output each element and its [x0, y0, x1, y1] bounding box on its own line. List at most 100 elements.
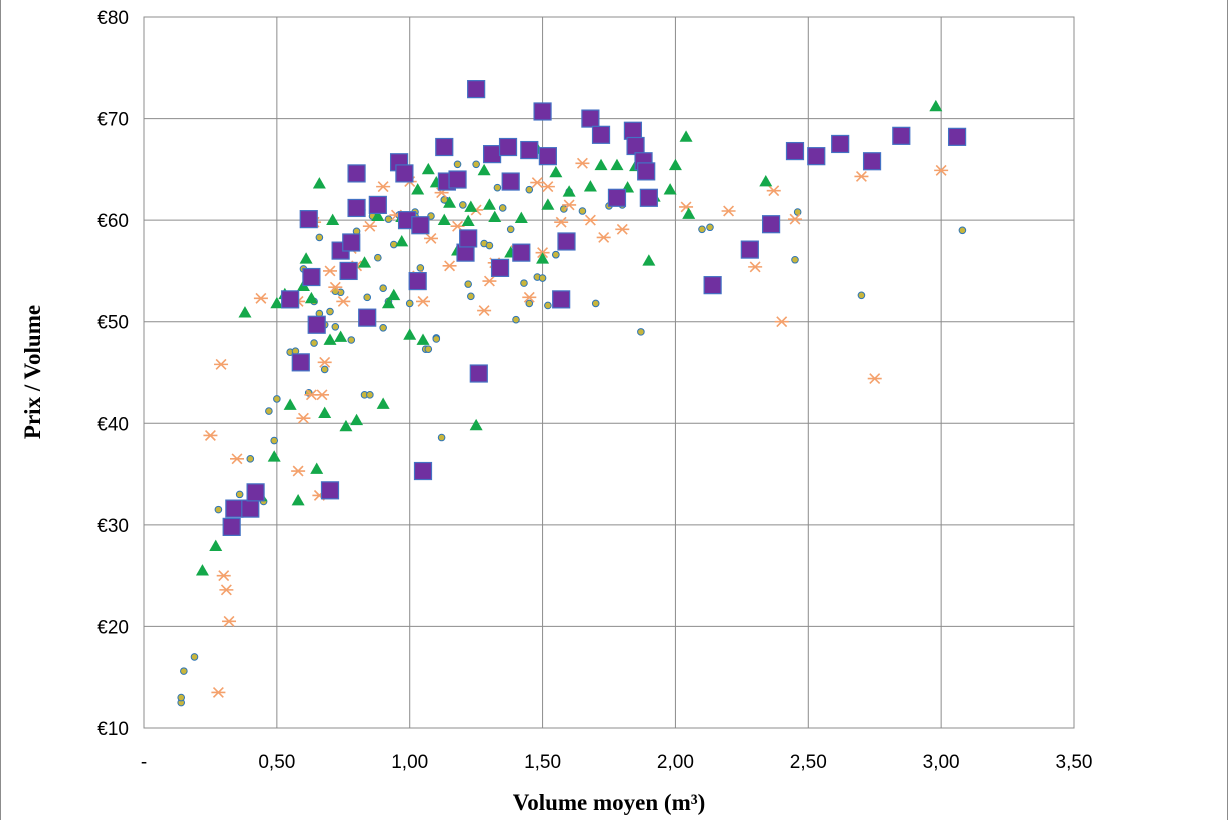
data-point — [682, 207, 696, 219]
data-point — [214, 505, 223, 514]
data-point — [339, 419, 353, 432]
data-point — [562, 185, 576, 197]
data-point — [934, 164, 949, 176]
data-point — [235, 490, 244, 499]
y-tick-label: €70 — [97, 110, 129, 131]
x-axis-title: Volume moyen (m³) — [513, 790, 706, 815]
data-point — [512, 243, 531, 262]
data-point — [376, 181, 391, 193]
data-point — [416, 264, 425, 272]
data-point — [525, 299, 534, 308]
data-point — [862, 152, 882, 171]
data-point — [437, 433, 446, 442]
x-axis-ticks: - 0,50 1,00 1,50 2,00 2,50 3,00 3,50 — [141, 752, 1093, 773]
data-point — [190, 653, 199, 661]
data-point — [389, 240, 398, 249]
data-point — [485, 241, 494, 250]
data-point — [536, 252, 550, 264]
data-point — [379, 284, 387, 292]
data-point — [219, 584, 234, 596]
y-tick-label: €50 — [97, 313, 129, 334]
data-point — [785, 141, 805, 161]
data-point — [472, 160, 480, 169]
data-point — [623, 121, 643, 140]
data-point — [482, 145, 502, 164]
data-point — [591, 125, 611, 144]
data-point — [315, 233, 324, 242]
data-point — [299, 252, 313, 264]
data-point — [310, 462, 324, 474]
series-triangle — [195, 99, 943, 576]
data-point — [498, 204, 507, 212]
data-point — [626, 136, 645, 156]
plot-area — [143, 16, 1075, 729]
data-point — [362, 220, 377, 232]
data-point — [639, 188, 658, 207]
data-point — [482, 275, 497, 287]
data-point — [774, 316, 789, 328]
data-point — [594, 158, 608, 171]
data-point — [642, 254, 656, 266]
x-tick-label: 1,00 — [391, 752, 428, 773]
data-point — [283, 398, 297, 410]
data-point — [562, 199, 577, 211]
data-point — [748, 261, 763, 273]
data-point — [395, 164, 414, 183]
data-point — [302, 267, 321, 287]
data-point — [958, 226, 967, 235]
data-point — [203, 430, 218, 441]
data-point — [663, 183, 677, 195]
data-point — [488, 210, 502, 222]
data-point — [947, 127, 967, 146]
data-point — [448, 170, 467, 189]
data-point — [230, 453, 244, 465]
data-point — [225, 499, 244, 518]
y-tick-label: €10 — [97, 719, 129, 740]
data-point — [469, 418, 483, 431]
y-tick-label: €40 — [97, 414, 129, 435]
data-point — [318, 406, 332, 419]
data-point — [554, 216, 569, 228]
data-point — [552, 290, 571, 309]
data-point — [637, 162, 656, 181]
data-point — [467, 292, 475, 301]
data-point — [583, 214, 598, 226]
data-point — [490, 258, 510, 277]
gridlines — [144, 17, 1074, 728]
data-point — [413, 461, 433, 481]
data-point — [408, 271, 427, 291]
data-point — [211, 686, 226, 698]
data-point — [350, 413, 364, 426]
data-point — [831, 134, 850, 154]
data-point — [403, 328, 417, 340]
y-axis-title: Prix / Volume — [20, 305, 45, 439]
data-point — [530, 177, 545, 189]
data-point — [791, 255, 799, 264]
data-point — [323, 265, 337, 277]
data-point — [267, 450, 281, 462]
data-point — [317, 356, 332, 368]
data-point — [384, 215, 393, 223]
data-point — [411, 216, 430, 235]
data-point — [706, 223, 714, 232]
data-point — [442, 260, 457, 272]
data-point — [374, 253, 382, 262]
data-point — [453, 160, 462, 169]
data-point — [416, 295, 430, 307]
x-tick-label: 2,00 — [657, 752, 694, 773]
data-point — [246, 483, 265, 502]
data-point — [525, 185, 534, 194]
data-point — [270, 296, 284, 309]
data-point — [326, 307, 334, 316]
data-point — [366, 391, 374, 399]
data-point — [892, 126, 911, 145]
data-point — [464, 200, 478, 212]
data-point — [411, 183, 425, 195]
data-point — [607, 188, 627, 207]
data-point — [538, 274, 547, 282]
data-point — [477, 305, 492, 317]
data-point — [334, 330, 348, 342]
data-point — [578, 207, 587, 215]
data-point — [347, 336, 356, 344]
